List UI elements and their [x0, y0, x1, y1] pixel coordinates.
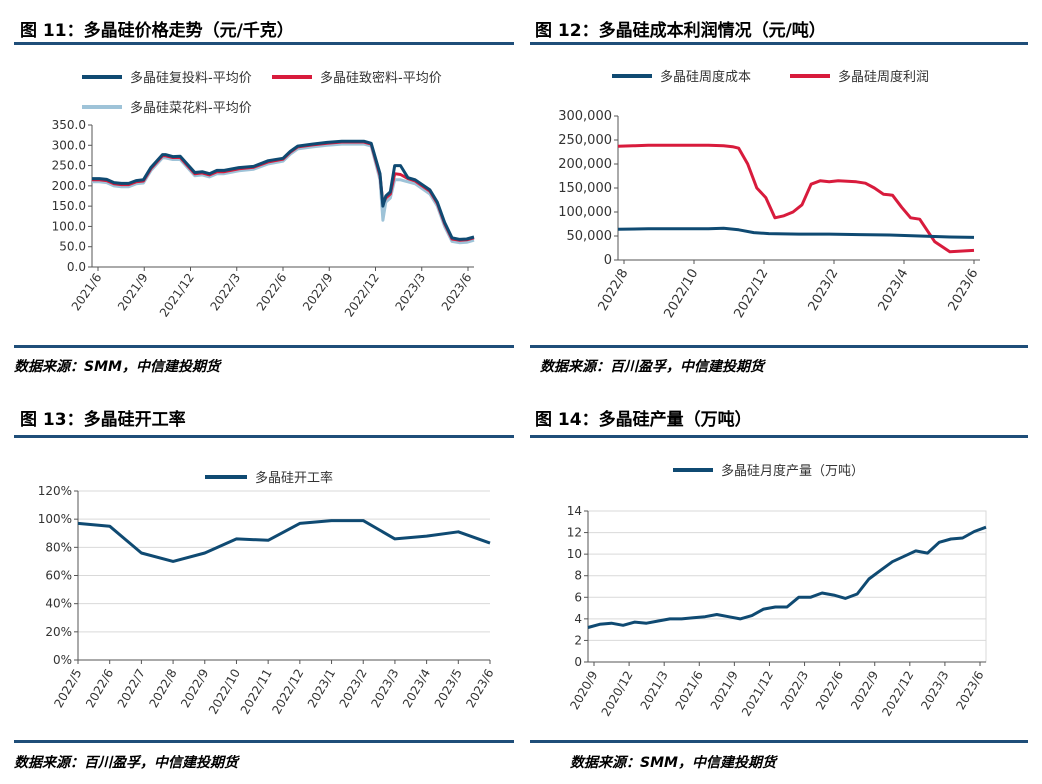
x-tick-label: 2020/12	[599, 669, 636, 719]
y-tick-label: 150.0	[52, 199, 86, 213]
figure-14-top-rule	[530, 435, 1028, 438]
figure-12-source: 数据来源：百川盈孚，中信建投期货	[540, 359, 764, 375]
y-tick-label: 60%	[45, 569, 72, 583]
series-line-2	[617, 143, 975, 254]
y-tick-label: 2	[574, 633, 582, 647]
y-tick-label: 250.0	[52, 159, 86, 173]
figure-13-bottom-rule	[14, 740, 514, 743]
x-tick-label: 2021/12	[739, 669, 776, 719]
legend-label-1: 多晶硅周度成本	[660, 69, 751, 85]
y-tick-label: 80%	[45, 540, 72, 554]
figure-13-title: 图 13：多晶硅开工率	[20, 410, 186, 430]
legend-label-2: 多晶硅致密料-平均价	[320, 70, 442, 86]
series-line-1	[587, 525, 987, 629]
y-tick-label: 150,000	[558, 181, 612, 196]
y-tick-label: 100.0	[52, 219, 86, 233]
legend-label-1: 多晶硅复投料-平均价	[130, 70, 252, 86]
y-tick-label: 12	[567, 526, 582, 540]
y-tick-label: 100,000	[558, 205, 612, 220]
x-tick-label: 2023/6	[953, 669, 986, 713]
y-tick-label: 10	[567, 547, 582, 561]
legend-label-1: 多晶硅月度产量（万吨）	[721, 463, 864, 479]
y-tick-label: 350.0	[52, 118, 86, 132]
x-tick-label: 2020/9	[567, 669, 600, 713]
y-tick-label: 20%	[45, 625, 72, 639]
figure-11-title: 图 11：多晶硅价格走势（元/千克）	[20, 21, 294, 41]
figure-12-top-rule	[530, 42, 1028, 45]
series-line-1	[92, 139, 475, 241]
figure-12-bottom-rule	[530, 345, 1028, 348]
y-tick-label: 120%	[38, 484, 72, 498]
figure-13-source: 数据来源：百川盈孚，中信建投期货	[14, 755, 238, 771]
y-tick-label: 250,000	[558, 133, 612, 148]
x-tick-label: 2021/9	[708, 669, 741, 713]
x-tick-label: 2022/9	[848, 669, 881, 713]
y-tick-label: 300,000	[558, 109, 612, 124]
y-tick-label: 200,000	[558, 157, 612, 172]
y-tick-label: 100%	[38, 512, 72, 526]
series-line-1	[77, 519, 491, 563]
legend-label-1: 多晶硅开工率	[255, 470, 333, 486]
y-tick-label: 8	[574, 569, 582, 583]
x-tick-label: 2023/3	[918, 669, 951, 713]
y-tick-label: 0%	[53, 653, 72, 667]
x-tick-label: 2022/6	[813, 669, 846, 713]
y-tick-label: 0	[604, 253, 612, 268]
y-tick-label: 4	[574, 612, 582, 626]
x-tick-label: 2022/12	[879, 669, 916, 719]
y-tick-label: 0.0	[67, 260, 86, 274]
y-tick-label: 40%	[45, 597, 72, 611]
series-line-1	[617, 226, 975, 239]
y-tick-label: 300.0	[52, 138, 86, 152]
figure-14-title: 图 14：多晶硅产量（万吨）	[535, 410, 752, 430]
y-tick-label: 50,000	[567, 229, 613, 244]
y-tick-label: 6	[574, 590, 582, 604]
x-tick-label: 2022/3	[778, 669, 811, 713]
figure-14-source: 数据来源：SMM，中信建投期货	[570, 755, 776, 771]
plot-frame	[587, 510, 987, 663]
legend-label-3: 多晶硅菜花料-平均价	[130, 100, 252, 116]
figure-13-top-rule	[14, 435, 514, 438]
figure-11-bottom-rule	[14, 345, 514, 348]
x-tick-label: 2021/3	[638, 669, 671, 713]
y-tick-label: 50.0	[59, 240, 86, 254]
y-tick-label: 200.0	[52, 179, 86, 193]
figure-11-source: 数据来源：SMM，中信建投期货	[14, 359, 220, 375]
y-tick-label: 0	[574, 655, 582, 669]
x-tick-label: 2021/6	[673, 669, 706, 713]
figure-11-top-rule	[14, 42, 514, 45]
figure-14-bottom-rule	[530, 740, 1028, 743]
legend-label-2: 多晶硅周度利润	[838, 69, 929, 85]
figure-12-title: 图 12：多晶硅成本利润情况（元/吨）	[535, 21, 826, 41]
y-tick-label: 14	[567, 504, 582, 518]
